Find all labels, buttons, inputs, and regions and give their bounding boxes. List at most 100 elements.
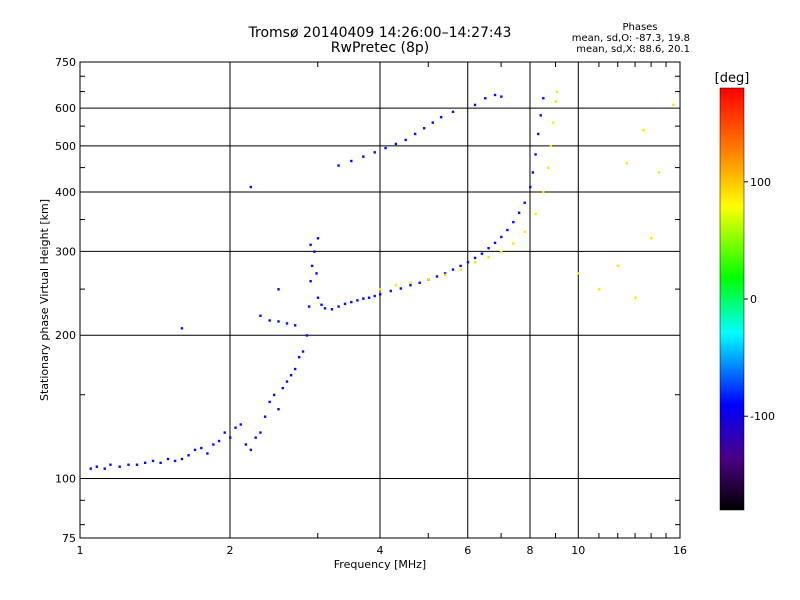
- data-point-o: [443, 272, 447, 275]
- colorbar-tick-label: -100: [750, 410, 775, 423]
- chart-title-line1: Tromsø 20140409 14:26:00–14:27:43: [248, 25, 512, 41]
- phases-o-values: -87.3, 19.8: [635, 33, 691, 44]
- data-point-o: [539, 114, 542, 117]
- data-point-o: [229, 436, 232, 439]
- data-point-o: [542, 97, 545, 100]
- phases-x-row: mean, sd,X: 88.6, 20.1: [490, 44, 690, 55]
- data-point-o: [473, 103, 477, 107]
- data-point-x: [473, 261, 477, 264]
- data-point-o: [350, 159, 353, 163]
- data-point-o: [517, 211, 521, 214]
- data-point-o: [409, 284, 412, 287]
- data-points: [89, 90, 675, 470]
- data-point-o: [435, 275, 439, 278]
- data-point-o: [379, 293, 382, 296]
- y-tick-label: 500: [55, 140, 76, 153]
- data-point-o: [534, 153, 537, 156]
- data-point-o: [337, 305, 340, 308]
- phases-header: Phases: [622, 22, 658, 33]
- y-axis-title: Stationary phase Virtual Height [km]: [38, 199, 51, 401]
- data-point-o: [193, 448, 197, 452]
- data-point-x: [555, 90, 559, 93]
- data-point-o: [316, 237, 320, 240]
- data-point-o: [367, 296, 371, 299]
- x-axis: 1 2 4 6 8 10 16: [77, 544, 688, 557]
- y-tick-label: 100: [55, 473, 76, 486]
- data-point-o: [480, 252, 484, 255]
- data-point-o: [362, 297, 365, 300]
- data-point-o: [109, 463, 112, 466]
- data-point-o: [277, 288, 280, 291]
- data-point-x: [577, 272, 580, 275]
- data-point-o: [281, 386, 284, 390]
- data-point-x: [554, 100, 557, 103]
- data-point-o: [297, 356, 301, 359]
- data-point-o: [500, 95, 503, 98]
- data-point-o: [180, 327, 184, 330]
- data-point-o: [394, 142, 398, 146]
- y-tick-label: 750: [55, 56, 76, 69]
- data-point-o: [244, 443, 248, 446]
- data-point-x: [487, 256, 490, 259]
- phases-x-values: 88.6, 20.1: [639, 44, 690, 55]
- data-point-x: [634, 296, 637, 299]
- data-point-o: [422, 127, 426, 130]
- colorbar-tick-label: 100: [750, 176, 771, 189]
- data-point-x: [650, 237, 653, 240]
- data-point-o: [493, 241, 497, 245]
- data-point-o: [531, 171, 535, 174]
- y-tick-label: 300: [55, 245, 76, 258]
- data-point-x: [427, 278, 430, 281]
- data-point-o: [309, 280, 312, 283]
- data-point-o: [95, 465, 99, 468]
- data-point-o: [356, 299, 359, 302]
- data-point-o: [451, 268, 455, 271]
- data-point-o: [272, 393, 276, 397]
- data-point-o: [89, 467, 92, 470]
- data-point-o: [506, 228, 509, 232]
- data-point-o: [337, 164, 340, 167]
- data-point-o: [151, 459, 155, 463]
- data-point-o: [466, 261, 470, 264]
- x-tick-label: 4: [377, 544, 384, 557]
- data-point-o: [212, 443, 215, 446]
- data-point-o: [259, 431, 262, 434]
- data-point-x: [512, 242, 515, 245]
- data-point-x: [657, 171, 661, 174]
- data-point-o: [323, 307, 327, 310]
- x-axis-title: Frequency [MHz]: [334, 558, 426, 571]
- data-point-o: [418, 281, 421, 284]
- data-point-o: [500, 235, 503, 239]
- data-point-o: [301, 350, 305, 353]
- data-point-o: [310, 264, 314, 268]
- data-point-x: [394, 284, 398, 287]
- data-point-o: [484, 97, 487, 100]
- data-point-o: [350, 300, 353, 304]
- data-point-o: [373, 151, 376, 154]
- x-tick-label: 2: [227, 544, 234, 557]
- data-point-o: [159, 461, 162, 465]
- colorbar-gradient: [719, 87, 745, 511]
- data-point-o: [166, 457, 170, 461]
- data-point-o: [268, 319, 271, 322]
- plot-frame: [79, 61, 681, 539]
- colorbar-label: [deg]: [715, 71, 750, 86]
- data-point-o: [305, 334, 309, 337]
- data-point-o: [217, 439, 221, 443]
- data-point-o: [259, 314, 262, 317]
- data-point-x: [542, 190, 545, 194]
- data-point-o: [285, 380, 289, 383]
- data-point-x: [409, 281, 412, 284]
- data-point-o: [439, 115, 443, 119]
- data-point-x: [523, 230, 526, 234]
- colorbar-ticks: 100 0 -100: [744, 176, 775, 423]
- data-point-x: [672, 103, 675, 107]
- colorbar-tick-label: 0: [750, 293, 757, 306]
- data-point-x: [625, 162, 628, 165]
- colorbar: [deg] 100 0 -100: [715, 71, 775, 511]
- phases-x-label: mean, sd,X:: [576, 44, 636, 55]
- chart-title: Tromsø 20140409 14:26:00–14:27:43 RwPret…: [0, 26, 760, 56]
- data-point-o: [293, 367, 297, 371]
- data-point-o: [399, 287, 403, 290]
